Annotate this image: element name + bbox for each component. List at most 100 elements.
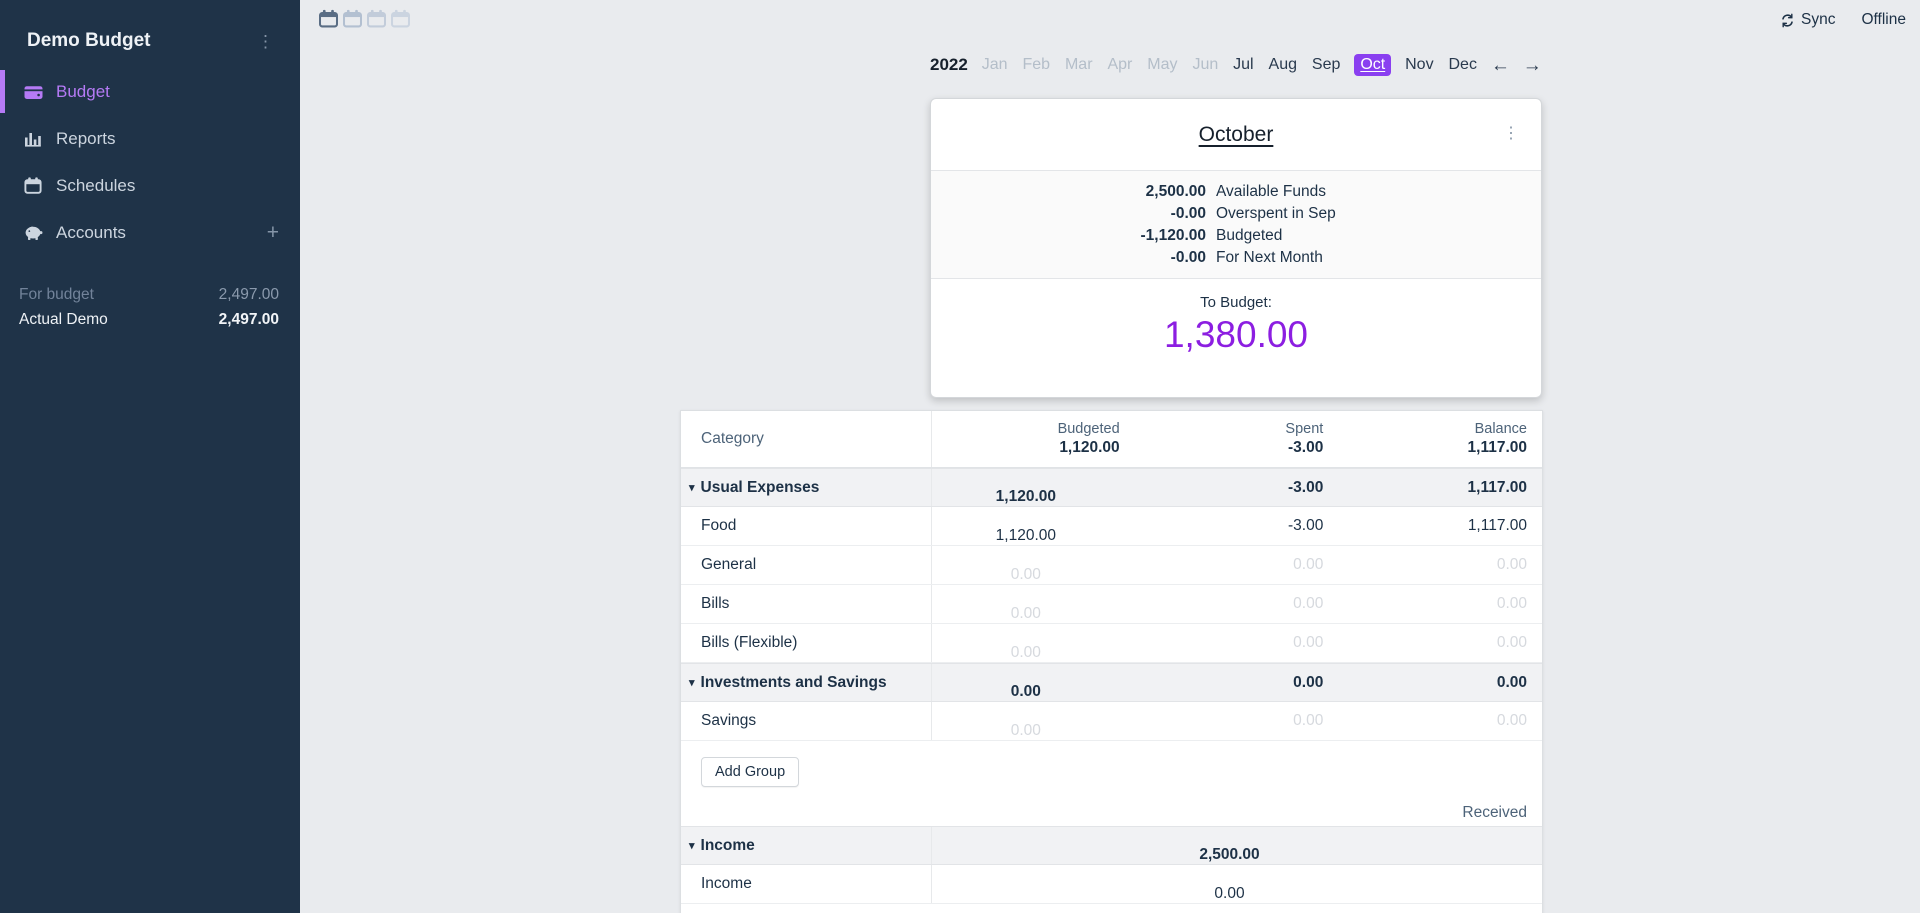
add-group-button[interactable]: Add Group	[701, 757, 800, 787]
total-value: 2,497.00	[218, 285, 279, 303]
received-value: 2,500.00	[931, 827, 1542, 864]
month-view-option-icon[interactable]	[366, 9, 387, 28]
category-row[interactable]: Savings 0.00 0.00 0.00	[681, 702, 1542, 741]
category-row[interactable]: General 0.00 0.00 0.00	[681, 546, 1542, 585]
spent-value: -3.00	[1287, 517, 1324, 534]
received-column-header: Received	[1462, 804, 1527, 821]
month-view-option-icon[interactable]	[318, 9, 339, 28]
column-total: 1,117.00	[1467, 439, 1527, 457]
funds-summary: 2,500.00 Available Funds -0.00 Overspent in…	[931, 170, 1541, 279]
category-name[interactable]: Income	[701, 875, 752, 892]
month-sep[interactable]: Sep	[1311, 56, 1341, 73]
collapse-triangle-icon[interactable]: ▾	[689, 482, 695, 494]
category-name[interactable]: Savings	[701, 712, 757, 729]
category-group-row[interactable]: ▾ Usual Expenses 1,120.00 -3.00 1,117.00	[681, 468, 1542, 507]
budgeted-value[interactable]: 0.00	[931, 624, 1135, 662]
bar-chart-icon	[24, 130, 43, 147]
sidebar-item-schedules[interactable]: Schedules	[0, 162, 300, 209]
month-title[interactable]: October	[1198, 122, 1274, 146]
column-label: Balance	[1474, 421, 1527, 438]
sidebar-total-row[interactable]: Actual Demo 2,497.00	[19, 307, 279, 332]
balance-value: 0.00	[1496, 556, 1527, 573]
budgeted-value[interactable]: 1,120.00	[931, 507, 1135, 545]
to-budget-label: To Budget:	[1200, 294, 1272, 311]
balance-value: 0.00	[1496, 673, 1527, 691]
income-group-row[interactable]: ▾ Income 2,500.00	[681, 826, 1542, 865]
budgeted-value[interactable]: 0.00	[931, 546, 1135, 584]
sync-icon	[1780, 13, 1795, 28]
budgeted-value[interactable]: 0.00	[931, 702, 1135, 740]
to-budget-section: To Budget: 1,380.00	[931, 279, 1541, 356]
balance-value: 0.00	[1496, 712, 1527, 729]
column-label: Spent	[1285, 421, 1324, 438]
next-month-arrow[interactable]: →	[1522, 54, 1542, 76]
summary-amount: -1,120.00	[1140, 227, 1207, 244]
spent-value: 0.00	[1293, 595, 1324, 612]
category-name[interactable]: ▾ Investments and Savings	[689, 673, 887, 691]
category-name[interactable]: Bills (Flexible)	[701, 634, 798, 651]
category-row[interactable]: Bills 0.00 0.00 0.00	[681, 585, 1542, 624]
funds-summary-row: -1,120.00 Budgeted	[931, 225, 1541, 247]
month-may[interactable]: May	[1147, 56, 1178, 73]
funds-summary-row: 2,500.00 Available Funds	[931, 181, 1541, 203]
month-feb[interactable]: Feb	[1022, 56, 1051, 73]
column-total: 1,120.00	[1059, 439, 1120, 457]
to-budget-amount[interactable]: 1,380.00	[1163, 314, 1309, 355]
calendar-icon	[24, 177, 43, 194]
spent-value: -3.00	[1287, 478, 1324, 496]
category-group-row[interactable]: ▾ Investments and Savings 0.00 0.00 0.00	[681, 663, 1542, 702]
sidebar-item-label: Schedules	[56, 175, 136, 195]
total-value: 2,497.00	[218, 310, 279, 328]
sync-label: Sync	[1801, 11, 1836, 28]
category-name[interactable]: ▾ Income	[689, 836, 755, 854]
month-jun[interactable]: Jun	[1192, 56, 1219, 73]
spent-value: 0.00	[1293, 673, 1324, 691]
month-view-option-icon[interactable]	[342, 9, 363, 28]
month-apr[interactable]: Apr	[1107, 56, 1133, 73]
month-card-header: October ⋮	[931, 99, 1541, 170]
add-account-button[interactable]: +	[266, 221, 279, 244]
month-oct[interactable]: Oct	[1354, 54, 1392, 76]
month-dec[interactable]: Dec	[1448, 56, 1477, 73]
category-row[interactable]: Food 1,120.00 -3.00 1,117.00	[681, 507, 1542, 546]
income-rows: ▾ Income 2,500.00 Income 0.00	[681, 826, 1542, 904]
piggy-bank-icon	[24, 224, 43, 241]
prev-month-arrow[interactable]: ←	[1490, 54, 1510, 76]
collapse-triangle-icon[interactable]: ▾	[689, 677, 695, 689]
summary-amount: -0.00	[1170, 249, 1206, 266]
month-menu-icon[interactable]: ⋮	[1503, 125, 1519, 142]
budget-file-title[interactable]: Demo Budget	[27, 30, 151, 51]
month-aug[interactable]: Aug	[1268, 56, 1297, 73]
wallet-icon	[24, 83, 43, 100]
sidebar-item-label: Budget	[56, 81, 110, 101]
category-name[interactable]: Bills	[701, 595, 730, 612]
income-row[interactable]: Income 0.00	[681, 865, 1542, 904]
sync-button[interactable]: Sync	[1780, 11, 1835, 29]
budgeted-value: 0.00	[931, 664, 1135, 701]
month-nav: 2022 Jan Feb Mar Apr May Jun Jul Aug Sep Oct Nov De…	[930, 54, 1542, 76]
budgeted-value: 1,120.00	[931, 469, 1135, 506]
total-label: Actual Demo	[19, 310, 108, 328]
sidebar-item-budget[interactable]: Budget	[0, 68, 300, 115]
balance-column-header: Balance 1,117.00	[1338, 420, 1542, 458]
sidebar-item-label: Reports	[56, 128, 116, 148]
month-mar[interactable]: Mar	[1064, 56, 1093, 73]
category-name[interactable]: ▾ Usual Expenses	[689, 478, 820, 496]
month-view-option-icon[interactable]	[390, 9, 411, 28]
collapse-triangle-icon[interactable]: ▾	[689, 840, 695, 852]
month-jan[interactable]: Jan	[981, 56, 1008, 73]
year-label: 2022	[930, 55, 968, 74]
month-summary-card: October ⋮ 2,500.00 Available Funds -0.00 Ov…	[930, 98, 1542, 398]
received-value: 0.00	[931, 865, 1542, 903]
spent-value: 0.00	[1293, 634, 1324, 651]
sidebar-item-reports[interactable]: Reports	[0, 115, 300, 162]
category-row[interactable]: Bills (Flexible) 0.00 0.00 0.00	[681, 624, 1542, 663]
category-name[interactable]: Food	[701, 517, 737, 534]
month-nov[interactable]: Nov	[1405, 56, 1434, 73]
budget-file-menu-icon[interactable]: ⋮	[257, 31, 274, 51]
budgeted-value[interactable]: 0.00	[931, 585, 1135, 623]
month-jul[interactable]: Jul	[1233, 56, 1254, 73]
category-name[interactable]: General	[701, 556, 757, 573]
sidebar-item-accounts[interactable]: Accounts +	[0, 209, 300, 256]
